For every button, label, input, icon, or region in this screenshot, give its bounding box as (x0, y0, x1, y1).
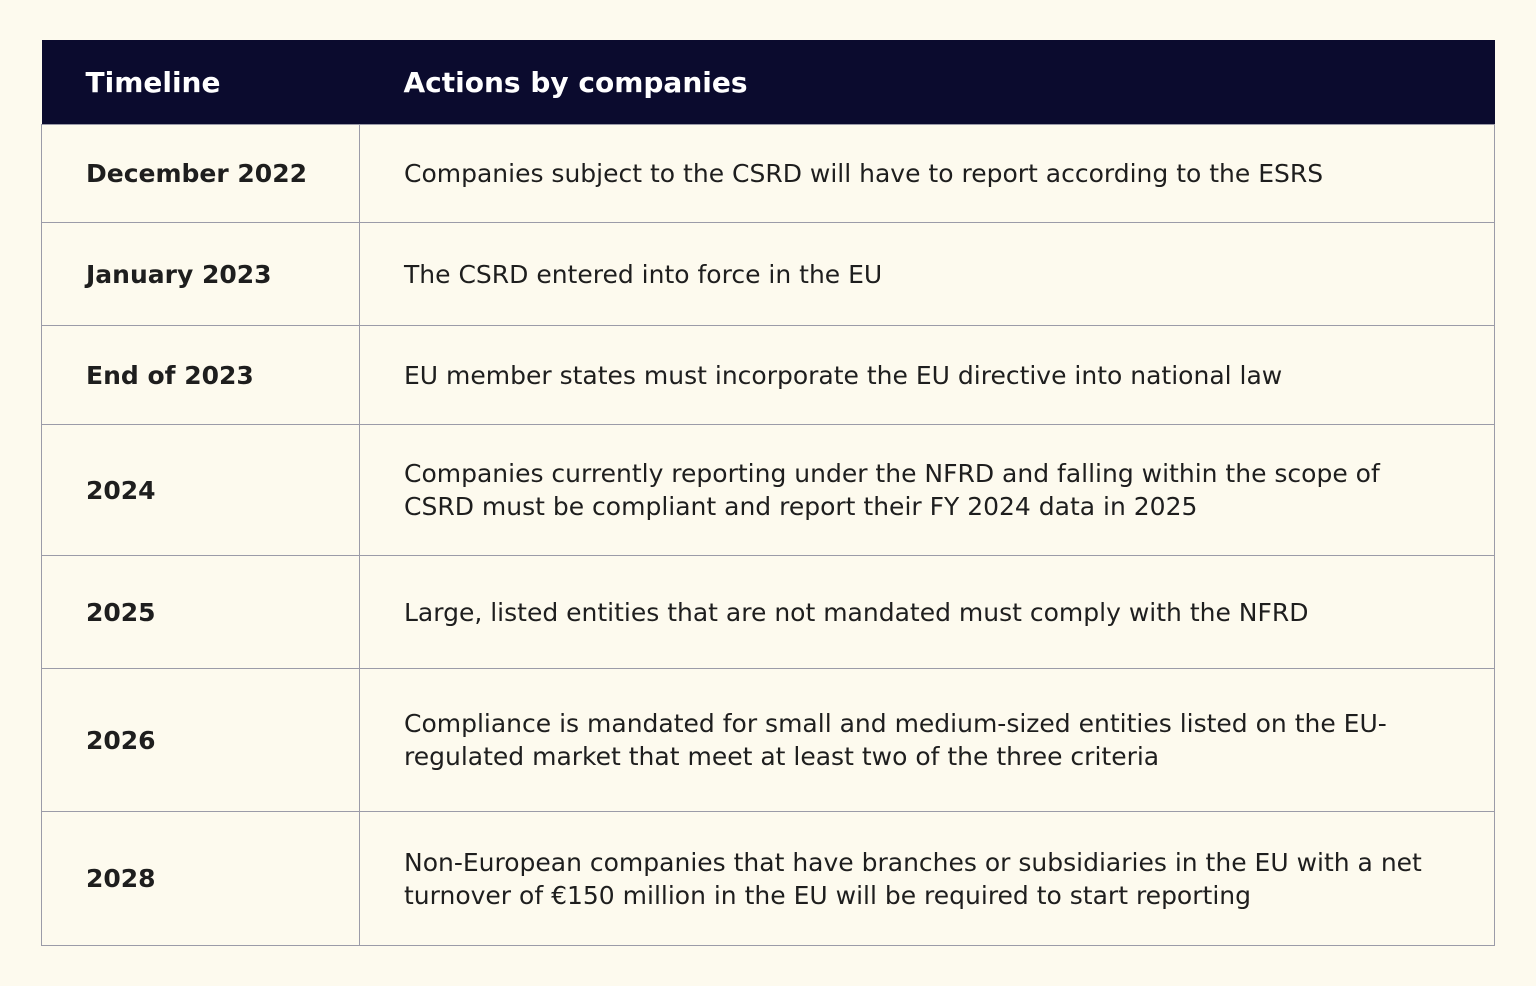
timeline-cell: December 2022 (41, 124, 360, 223)
action-cell: The CSRD entered into force in the EU (359, 222, 1495, 326)
table-row: 2024 Companies currently reporting under … (41, 424, 1495, 556)
table-row: 2026 Compliance is mandated for small and… (41, 668, 1495, 812)
action-cell: Large, listed entities that are not mand… (359, 555, 1495, 669)
table-row: 2025 Large, listed entities that are not … (41, 555, 1495, 669)
table-row: End of 2023 EU member states must incorpo… (41, 325, 1495, 425)
timeline-cell: 2025 (41, 555, 360, 669)
header-row: Timeline Actions by companies (41, 40, 1495, 125)
table-row: January 2023 The CSRD entered into force … (41, 222, 1495, 326)
header-cell: Timeline (41, 40, 360, 125)
timeline-cell: 2024 (41, 424, 360, 556)
timeline-cell: 2026 (41, 668, 360, 812)
table-row: December 2022 Companies subject to the CS… (41, 124, 1495, 223)
table-body: December 2022 Companies subject to the CS… (41, 124, 1495, 946)
action-cell: Companies currently reporting under the … (359, 424, 1495, 556)
action-cell: Non-European companies that have branche… (359, 811, 1495, 946)
header-cell: Actions by companies (359, 40, 1495, 125)
timeline-cell: End of 2023 (41, 325, 360, 425)
action-cell: Companies subject to the CSRD will have … (359, 124, 1495, 223)
timeline-cell: 2028 (41, 811, 360, 946)
action-cell: EU member states must incorporate the EU… (359, 325, 1495, 425)
table-row: 2028 Non-European companies that have bra… (41, 811, 1495, 946)
timeline-cell: January 2023 (41, 222, 360, 326)
action-cell: Compliance is mandated for small and med… (359, 668, 1495, 812)
timeline-table: Timeline Actions by companies December 2… (41, 40, 1495, 946)
